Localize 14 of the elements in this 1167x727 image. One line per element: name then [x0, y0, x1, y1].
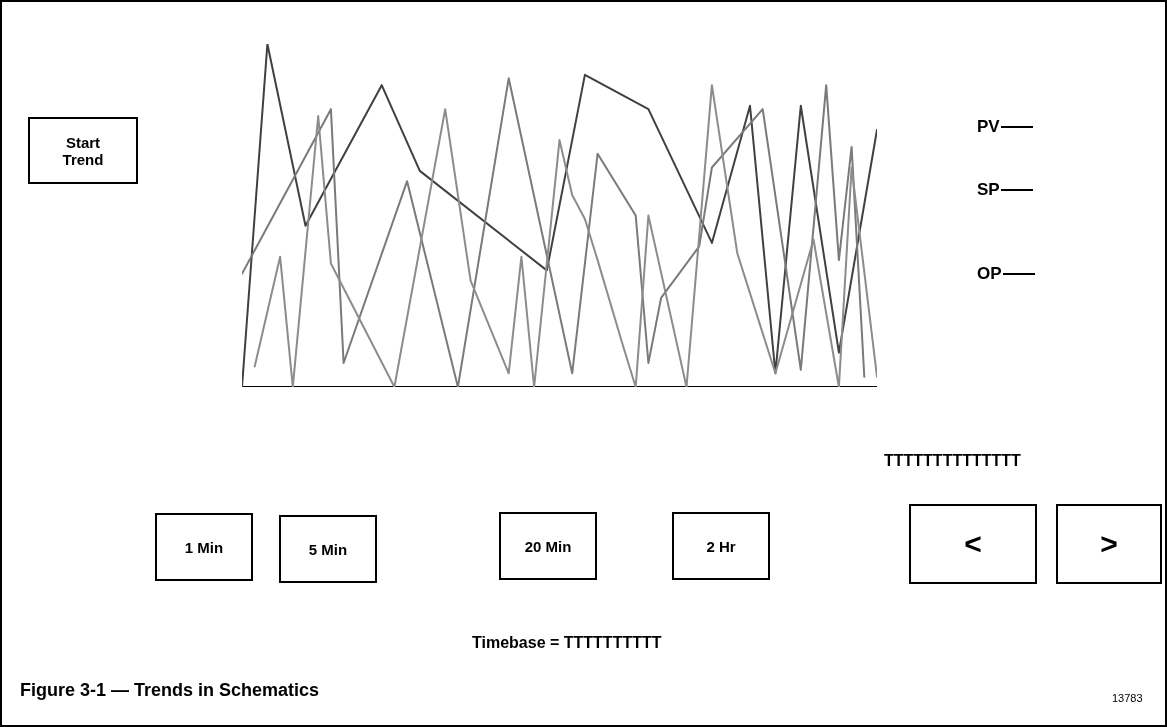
- text: Figure 3-1 — Trends in Schematics: [20, 680, 320, 701]
- button: 2 Hr: [672, 512, 770, 580]
- text: OP: [977, 264, 1002, 284]
- button: 5 Min: [279, 515, 377, 583]
- text: 13783: [1112, 692, 1143, 704]
- button: 1 Min: [155, 513, 253, 581]
- text: SP: [977, 180, 1000, 200]
- button: Start Trend: [28, 117, 138, 184]
- text: PV: [977, 117, 1000, 137]
- text: TTTTTTTTTTTTTT: [884, 452, 1021, 470]
- button: 20 Min: [499, 512, 597, 580]
- text: Timebase = TTTTTTTTTT: [472, 634, 662, 652]
- button: <: [909, 504, 1037, 584]
- button: >: [1056, 504, 1162, 584]
